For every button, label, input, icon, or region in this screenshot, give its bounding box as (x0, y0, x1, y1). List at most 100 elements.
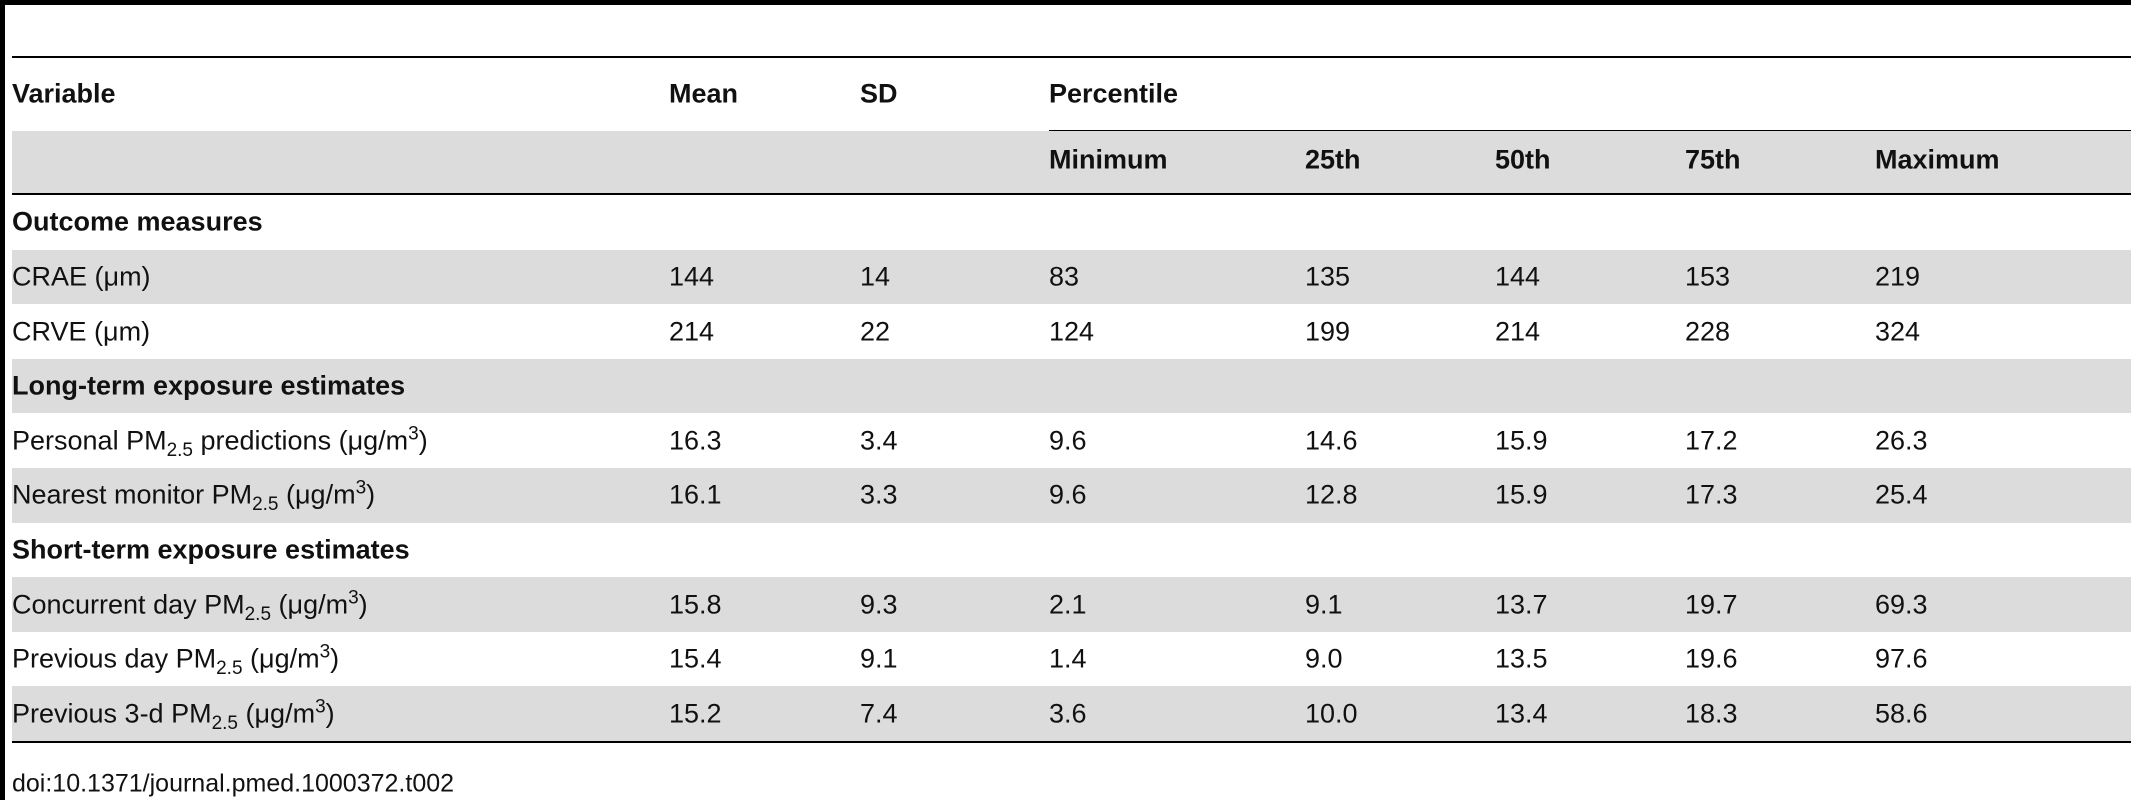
cell-value: 9.0 (1305, 643, 1343, 674)
cell-value: 219 (1875, 261, 1921, 292)
column-subheader: 25th (1305, 144, 1361, 175)
percentile-rule (1049, 130, 2131, 131)
cell-value: 17.2 (1685, 425, 1738, 456)
label-text: Personal PM (12, 425, 167, 456)
label-text: 3 (319, 641, 331, 663)
label-text: 2.5 (216, 657, 243, 679)
cell-value: 9.1 (860, 643, 898, 674)
cell-value: 69.3 (1875, 589, 1928, 619)
cell-value: 124 (1049, 316, 1095, 346)
cell-value: 3.4 (860, 425, 898, 456)
cell-value: 13.4 (1495, 698, 1548, 729)
cell-value: 153 (1685, 261, 1731, 292)
label-text: predictions (μg/m (193, 425, 409, 456)
cell-value: 15.9 (1495, 425, 1548, 456)
header-rule (12, 56, 2131, 58)
cell-value: 16.3 (669, 425, 722, 456)
row-label: Previous day PM2.5 (μg/m3) (12, 643, 340, 678)
label-text: (μg/m (278, 479, 356, 510)
row-label: Previous 3-d PM2.5 (μg/m3) (12, 697, 335, 732)
cell-value: 2.1 (1049, 589, 1087, 619)
cell-value: 22 (860, 316, 891, 346)
cell-value: 17.3 (1685, 479, 1738, 510)
cell-value: 10.0 (1305, 698, 1358, 729)
column-subheader: 50th (1495, 144, 1551, 175)
label-text: Concurrent day PM (12, 589, 245, 619)
section-label: Long-term exposure estimates (12, 370, 406, 401)
label-text: Previous 3-d PM (12, 698, 212, 729)
cell-value: 144 (1495, 261, 1541, 292)
cell-value: 199 (1305, 316, 1351, 346)
cell-value: 25.4 (1875, 479, 1928, 510)
row-label: Concurrent day PM2.5 (μg/m3) (12, 588, 368, 623)
label-text: ) (325, 698, 335, 729)
cell-value: 9.3 (860, 589, 898, 619)
cell-value: 3.3 (860, 479, 898, 510)
label-text: 3 (355, 477, 367, 499)
row-band (12, 358, 2131, 414)
cell-value: 135 (1305, 261, 1351, 292)
column-header: Variable (12, 78, 116, 109)
label-text: CRAE (μm) (12, 261, 151, 292)
subheader-rule (12, 193, 2131, 195)
label-text: 2.5 (166, 439, 193, 461)
cell-value: 14.6 (1305, 425, 1358, 456)
cell-value: 324 (1875, 316, 1921, 346)
cell-value: 12.8 (1305, 479, 1358, 510)
cell-value: 9.1 (1305, 589, 1343, 619)
label-text: 2.5 (252, 494, 279, 516)
section-label: Outcome measures (12, 206, 263, 237)
label-text: (μg/m (242, 643, 320, 674)
cell-value: 1.4 (1049, 643, 1087, 674)
cell-value: 9.6 (1049, 425, 1087, 456)
cell-value: 83 (1049, 261, 1080, 292)
row-label: Personal PM2.5 predictions (μg/m3) (12, 424, 428, 459)
row-band (12, 249, 2131, 305)
cell-value: 214 (669, 316, 715, 346)
label-text: ) (330, 643, 340, 674)
column-header: SD (860, 78, 898, 109)
label-text: 2.5 (244, 603, 272, 625)
label-text: (μg/m (238, 698, 316, 729)
cell-value: 214 (1495, 316, 1541, 346)
label-text: Previous day PM (12, 643, 217, 674)
label-text: ) (366, 479, 376, 510)
label-text: (μg/m (271, 589, 349, 619)
top-rule (0, 0, 2131, 5)
cell-value: 13.7 (1495, 589, 1548, 619)
label-text: 2.5 (211, 712, 238, 734)
row-band (12, 577, 2131, 632)
cell-value: 3.6 (1049, 698, 1087, 729)
cell-value: 144 (669, 261, 715, 292)
cell-value: 15.2 (669, 698, 722, 729)
cell-value: 15.9 (1495, 479, 1548, 510)
row-band (12, 468, 2131, 523)
cell-value: 19.6 (1685, 643, 1738, 674)
label-text: 3 (315, 696, 326, 718)
cell-value: 9.6 (1049, 479, 1087, 510)
left-border (0, 0, 5, 800)
cell-value: 7.4 (860, 698, 898, 729)
cell-value: 14 (860, 261, 891, 292)
row-band (12, 686, 2131, 741)
row-label: CRAE (μm) (12, 263, 151, 290)
column-subheader: Maximum (1875, 144, 2000, 175)
column-header: Mean (669, 78, 739, 109)
column-header: Percentile (1049, 78, 1179, 109)
row-label: Nearest monitor PM2.5 (μg/m3) (12, 479, 376, 514)
label-text: ) (358, 589, 368, 619)
label-text: CRVE (μm) (12, 316, 151, 346)
column-subheader: 75th (1685, 144, 1741, 175)
bottom-rule (12, 741, 2131, 743)
cell-value: 15.8 (669, 589, 722, 619)
label-text: Nearest monitor PM (12, 479, 253, 510)
column-subheader: Minimum (1049, 144, 1168, 175)
cell-value: 26.3 (1875, 425, 1928, 456)
section-label: Short-term exposure estimates (12, 534, 410, 565)
cell-value: 97.6 (1875, 643, 1928, 674)
cell-value: 18.3 (1685, 698, 1738, 729)
cell-value: 16.1 (669, 479, 722, 510)
label-text: ) (418, 425, 428, 456)
cell-value: 58.6 (1875, 698, 1928, 729)
row-label: CRVE (μm) (12, 318, 150, 345)
